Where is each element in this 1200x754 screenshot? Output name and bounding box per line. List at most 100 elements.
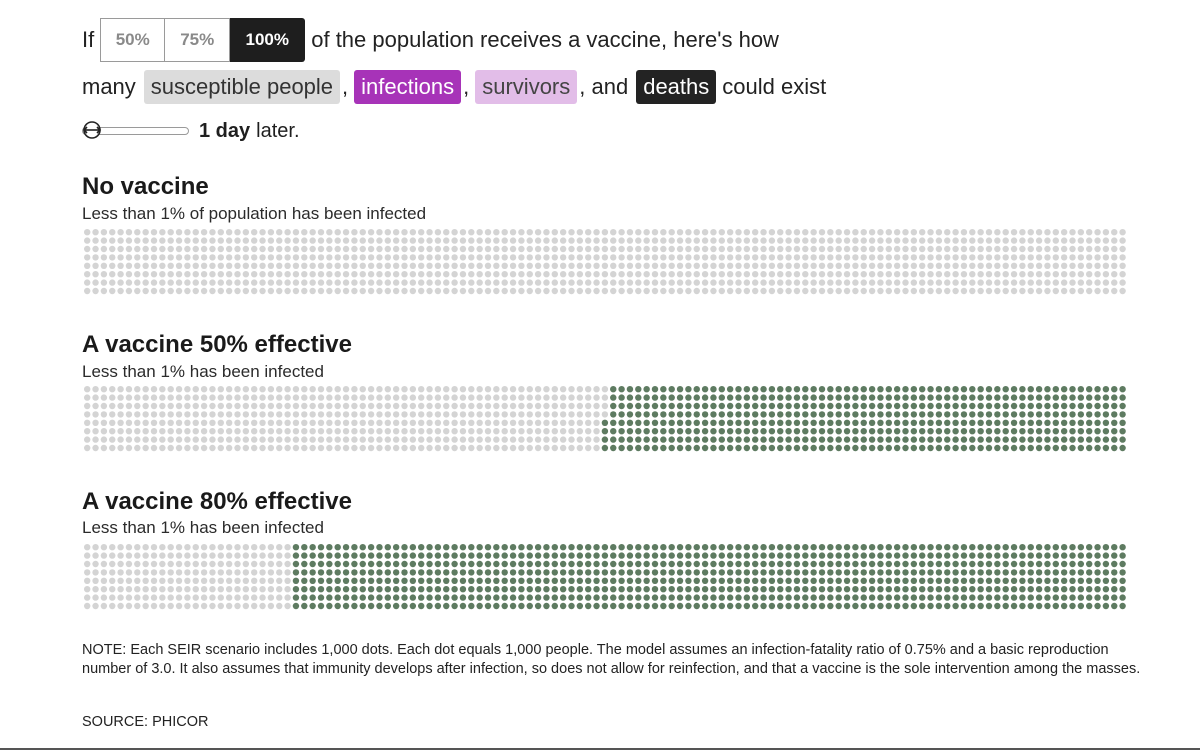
dot-susceptible	[718, 229, 725, 236]
dot-susceptible	[919, 271, 926, 278]
dot-vaccinated	[1002, 594, 1009, 601]
dot-vaccinated	[927, 602, 934, 610]
dot-vaccinated	[1052, 428, 1059, 435]
coverage-75-button[interactable]: 75%	[165, 18, 231, 62]
dot-vaccinated	[935, 586, 943, 593]
dot-vaccinated	[893, 394, 901, 401]
dot-vaccinated	[626, 436, 634, 443]
dot-vaccinated	[568, 586, 575, 593]
dot-vaccinated	[919, 594, 926, 601]
dot-susceptible	[175, 254, 183, 261]
time-slider-track[interactable]	[82, 121, 189, 139]
dot-susceptible	[142, 262, 149, 269]
dot-susceptible	[234, 560, 241, 568]
dot-susceptible	[593, 237, 600, 244]
dot-vaccinated	[743, 544, 751, 551]
dot-susceptible	[184, 237, 191, 244]
dot-vaccinated	[802, 602, 809, 610]
dot-vaccinated	[726, 411, 734, 418]
dot-susceptible	[651, 245, 659, 253]
dot-vaccinated	[1010, 594, 1018, 601]
dot-susceptible	[576, 444, 584, 452]
dot-susceptible	[167, 428, 174, 435]
dot-susceptible	[676, 271, 684, 278]
dot-susceptible	[84, 279, 91, 286]
dot-vaccinated	[1044, 560, 1051, 568]
dot-vaccinated	[443, 586, 450, 593]
dot-vaccinated	[1010, 586, 1018, 593]
dot-susceptible	[852, 262, 859, 269]
dot-susceptible	[342, 262, 350, 269]
dot-susceptible	[426, 262, 433, 269]
dot-vaccinated	[902, 552, 909, 559]
dot-vaccinated	[342, 594, 350, 601]
dot-vaccinated	[977, 569, 984, 576]
dot-susceptible	[251, 444, 258, 452]
dot-vaccinated	[618, 436, 625, 443]
dot-susceptible	[234, 586, 241, 593]
dot-susceptible	[1086, 271, 1093, 278]
coverage-100-button[interactable]: 100%	[230, 18, 306, 62]
dot-susceptible	[209, 594, 216, 601]
dot-vaccinated	[994, 552, 1001, 559]
dot-vaccinated	[985, 594, 993, 601]
dot-susceptible	[476, 287, 483, 295]
dot-vaccinated	[643, 411, 650, 418]
dot-vaccinated	[559, 577, 567, 584]
dot-susceptible	[443, 428, 450, 435]
dot-vaccinated	[785, 577, 792, 584]
dot-vaccinated	[969, 419, 976, 426]
coverage-50-button[interactable]: 50%	[100, 18, 166, 62]
dot-vaccinated	[793, 436, 801, 443]
dot-susceptible	[92, 560, 99, 568]
dot-vaccinated	[994, 569, 1001, 576]
dot-vaccinated	[635, 594, 642, 601]
coverage-selector[interactable]: 50% 75% 100%	[100, 18, 306, 62]
dot-vaccinated	[576, 577, 584, 584]
dot-susceptible	[242, 436, 250, 443]
dot-susceptible	[359, 394, 366, 401]
dot-vaccinated	[877, 402, 884, 410]
dot-susceptible	[292, 245, 300, 253]
dot-susceptible	[342, 428, 350, 435]
dot-vaccinated	[919, 560, 926, 568]
dot-susceptible	[376, 386, 383, 393]
dot-susceptible	[843, 271, 851, 278]
dot-susceptible	[768, 279, 776, 286]
drag-handle-icon[interactable]	[81, 119, 103, 141]
dot-vaccinated	[701, 560, 709, 568]
dot-vaccinated	[743, 444, 751, 452]
dot-susceptible	[1035, 245, 1043, 253]
dot-vaccinated	[601, 436, 609, 443]
dot-vaccinated	[752, 602, 759, 610]
dot-susceptible	[868, 271, 876, 278]
dot-vaccinated	[735, 436, 742, 443]
dot-susceptible	[551, 262, 558, 269]
dot-vaccinated	[418, 594, 425, 601]
slider-suffix: later.	[256, 119, 300, 142]
dot-susceptible	[117, 560, 124, 568]
dot-vaccinated	[752, 419, 759, 426]
dot-vaccinated	[969, 444, 976, 452]
dot-susceptible	[660, 245, 667, 253]
dot-vaccinated	[868, 552, 876, 559]
dot-susceptible	[292, 436, 300, 443]
dot-susceptible	[100, 428, 108, 435]
dot-vaccinated	[1086, 386, 1093, 393]
dot-vaccinated	[559, 594, 567, 601]
dot-susceptible	[818, 245, 826, 253]
dot-susceptible	[84, 245, 91, 253]
dot-susceptible	[351, 402, 358, 410]
dot-susceptible	[752, 271, 759, 278]
dot-vaccinated	[651, 552, 659, 559]
dot-susceptible	[125, 419, 133, 426]
dot-vaccinated	[985, 436, 993, 443]
dot-vaccinated	[601, 428, 609, 435]
dot-vaccinated	[827, 444, 834, 452]
dot-susceptible	[434, 245, 442, 253]
dot-susceptible	[409, 444, 417, 452]
dot-vaccinated	[534, 602, 542, 610]
dot-susceptible	[768, 271, 776, 278]
dot-susceptible	[276, 560, 283, 568]
dot-susceptible	[1060, 254, 1068, 261]
